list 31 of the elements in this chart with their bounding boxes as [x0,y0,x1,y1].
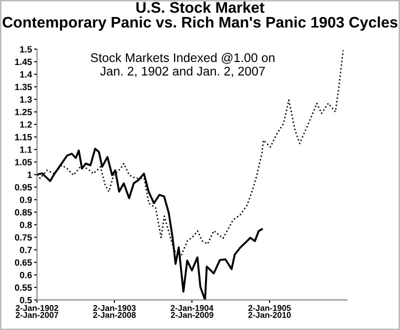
y-tick-label: 0.55 [14,284,32,291]
chart-title: U.S. Stock Market Contemporary Panic vs. Rich Man's Panic 1903 Cycles [2,2,398,31]
y-tick-label: 0.6 [20,272,32,278]
y-tick-label: 0.8 [20,222,32,228]
y-tick-label: 0.7 [20,246,32,254]
y-tick-label: 0.75 [14,234,32,241]
x-tick-label: 2-Jan-1905 [248,305,291,311]
y-tick-label: 1.4 [20,71,32,78]
y-tick-label: 0.9 [20,196,32,204]
y-tick-label: 0.65 [14,259,32,266]
y-tick-label: 1.35 [15,84,32,90]
x-tick-label: 2-Jan-1903 [93,305,136,311]
y-tick-label: 1.1 [20,146,32,153]
x-tick-label: 2-Jan-1902 [16,305,58,311]
x2-tick-label: 2-Jan-2009 [170,312,214,318]
y-tick-label: 1.15 [15,134,32,140]
y-tick-label: 1.3 [20,96,32,103]
y-tick-label: 1.25 [15,108,32,116]
x2-tick-label: 2-Jan-2007 [16,312,58,318]
y-tick-label: 1.05 [15,158,32,166]
annotation: Stock Markets Indexed @1.00 on Jan. 2, 1902 and Jan. 2, 2007 [90,52,274,78]
y-tick-label: 0.95 [14,184,32,190]
y-tick-label: 0.5 [20,296,32,304]
y-tick-label: 0.85 [14,209,32,216]
y-tick-label: 1 [28,172,32,178]
y-tick-label: 1.45 [15,58,32,66]
x2-tick-label: 2-Jan-2010 [248,312,291,318]
y-tick-label: 1.5 [20,46,32,53]
x-tick-label: 2-Jan-1904 [170,305,214,311]
y-tick-label: 1.2 [20,121,32,128]
x2-tick-label: 2-Jan-2008 [93,312,136,318]
